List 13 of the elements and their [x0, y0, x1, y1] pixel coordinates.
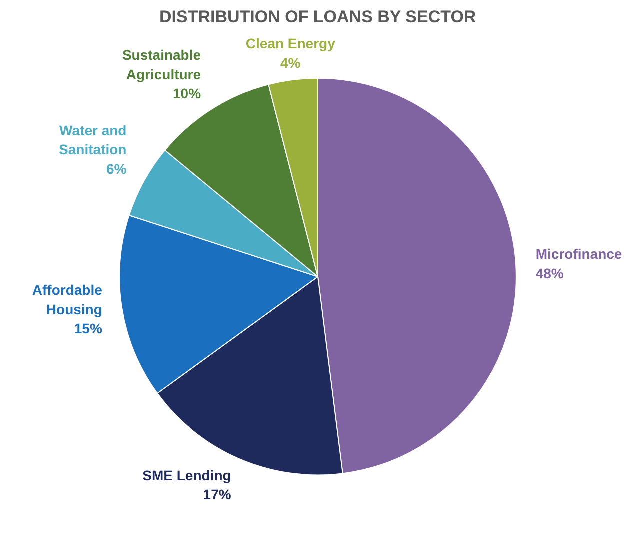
- slice-label: Sustainable Agriculture: [122, 47, 202, 82]
- slice-label: Microfinance: [536, 246, 622, 262]
- data-label: 15%: [74, 320, 103, 337]
- data-label: 48%: [536, 265, 564, 282]
- data-label: 6%: [106, 160, 128, 177]
- chart-title: DISTRIBUTION OF LOANS BY SECTOR: [159, 8, 476, 26]
- data-label: 17%: [203, 486, 232, 503]
- slice-label: Affordable Housing: [32, 282, 103, 318]
- slice-label: Water and Sanitation: [59, 122, 127, 158]
- slice-label: Clean Energy: [246, 36, 336, 52]
- data-label: 4%: [280, 54, 302, 71]
- data-label: 10%: [173, 86, 202, 102]
- slice-label: SME Lending: [142, 467, 232, 484]
